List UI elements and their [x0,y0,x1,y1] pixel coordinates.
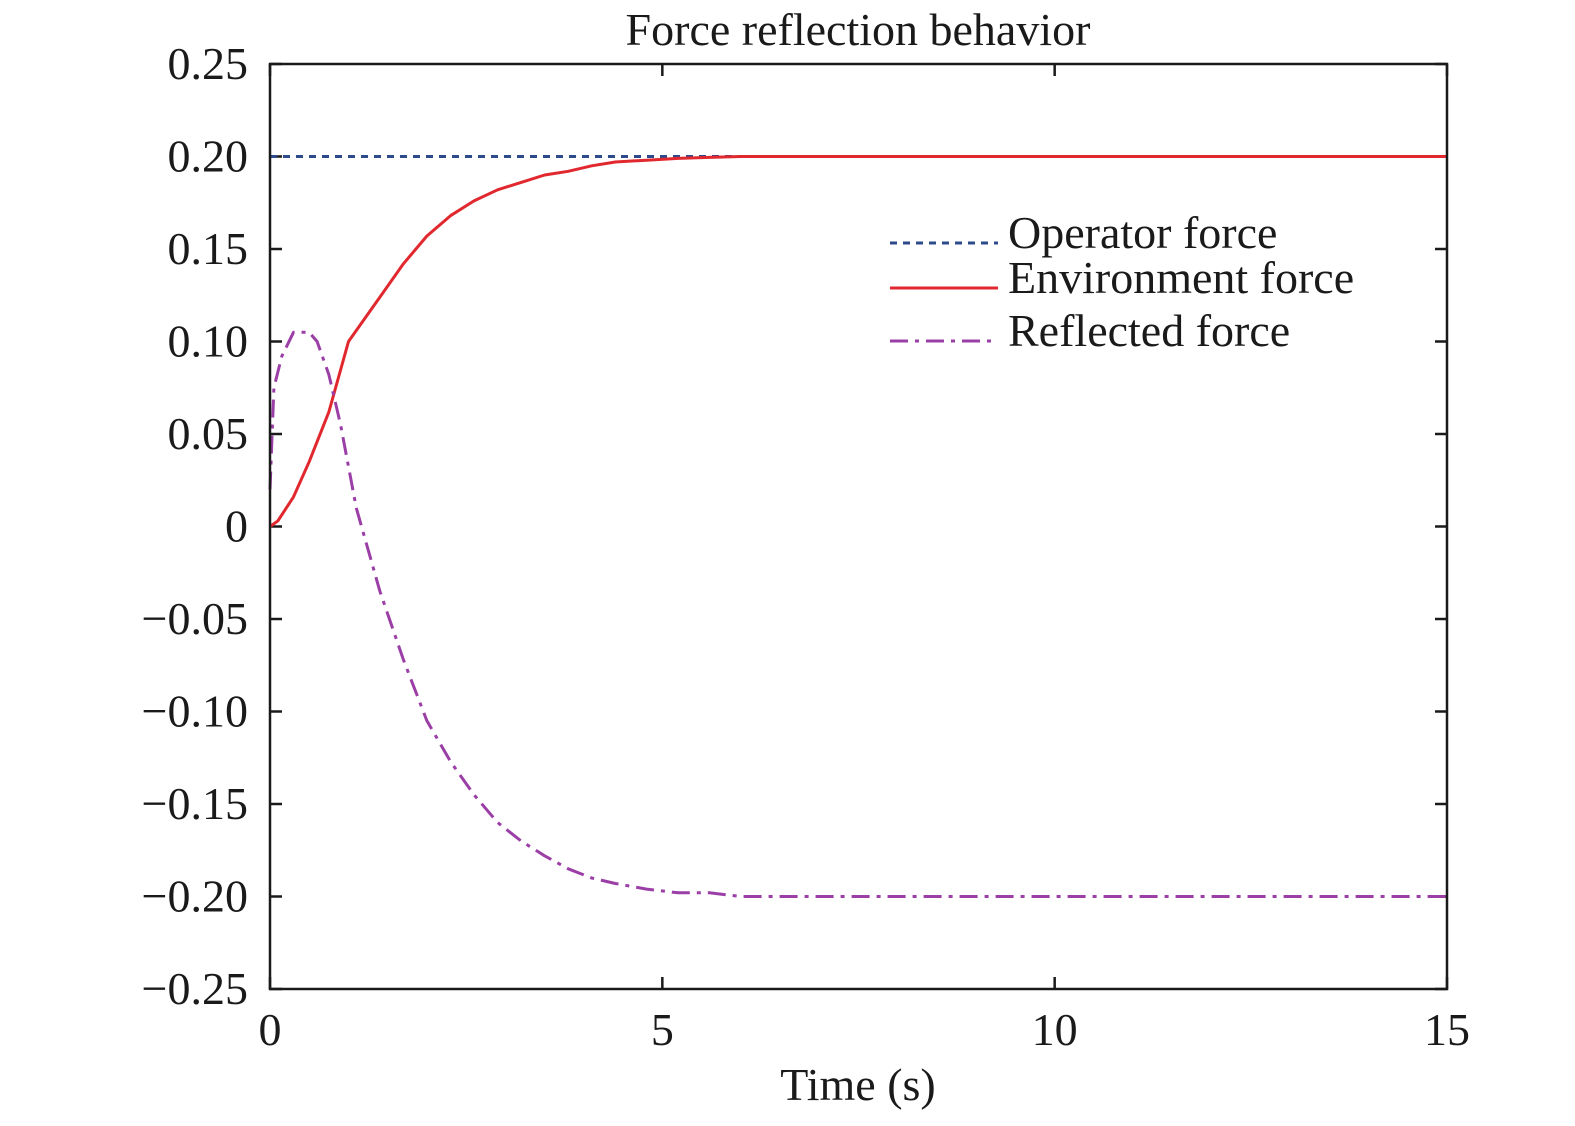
y-tick-label: 0.15 [168,223,249,274]
series-line-reflected-force [268,330,1447,898]
plot-series [268,155,1447,898]
y-tick-label: 0.10 [168,316,249,367]
tick-marks [268,62,1449,991]
x-axis-title: Time (s) [780,1059,936,1110]
y-tick-label: −0.05 [142,593,248,644]
y-tick-label: 0.05 [168,408,249,459]
chart-title: Force reflection behavior [626,4,1091,55]
y-tick-labels: 0.25 0.20 0.15 0.10 0.05 0 −0.05 −0.10 −0.15 −0.2… [142,38,248,1014]
legend-label: Operator force [1008,207,1277,258]
legend-label: Environment force [1008,252,1354,303]
y-tick-label: −0.25 [142,963,248,1014]
y-tick-label: 0 [225,501,248,552]
y-tick-label: 0.25 [168,38,249,89]
x-tick-labels: 0 5 10 15 [259,1004,1471,1055]
series-line-environment-force [269,155,1447,528]
y-tick-label: −0.20 [142,871,248,922]
y-tick-label: −0.10 [142,686,248,737]
x-tick-label: 10 [1032,1004,1078,1055]
x-tick-label: 5 [651,1004,674,1055]
plot-frame [268,62,1449,991]
y-tick-label: 0.20 [168,131,249,182]
x-tick-label: 15 [1424,1004,1470,1055]
y-tick-label: −0.15 [142,778,248,829]
legend-label: Reflected force [1008,305,1290,356]
x-tick-label: 0 [259,1004,282,1055]
